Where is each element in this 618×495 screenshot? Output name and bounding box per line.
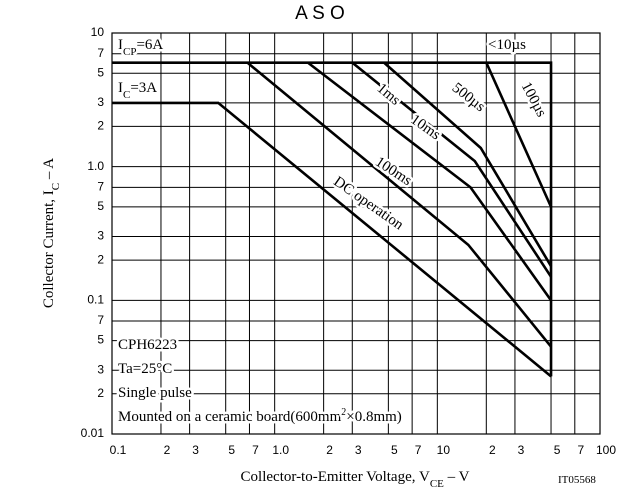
x-tick-label: 5 [554,443,561,457]
annotation: IC=3A [118,80,157,100]
y-axis-label-sub: C [50,183,62,190]
x-tick-label: 3 [192,443,199,457]
y-tick-label: 2 [97,386,104,400]
y-tick-label: 0.1 [87,293,104,307]
x-tick-label: 1.0 [272,443,289,457]
annotation-text: <10µs [488,37,526,53]
y-axis-label-after: – A [41,158,57,183]
series-label: 500µs [449,80,488,115]
annotation: Mounted on a ceramic board(600mm2×0.8mm) [118,407,402,426]
y-tick-label: 2 [97,252,104,266]
x-tick-label: 2 [164,443,171,457]
y-tick-label: 5 [97,333,104,347]
annotation: <10µs [488,37,526,53]
annotation-text: CPH6223 [118,337,177,353]
x-tick-label: 5 [391,443,398,457]
plot-frame [111,32,601,435]
x-tick-label: 2 [326,443,333,457]
annotation-text: I [118,37,123,53]
series-line [383,61,553,267]
y-tick-label: 5 [97,199,104,213]
series-label: 10ms [407,112,443,144]
y-tick-label: 7 [97,313,104,327]
annotation-sub: C [123,89,130,101]
y-axis-label: Collector Current, IC – A [41,158,61,308]
annotation: ICP=6A [118,37,163,57]
x-tick-label: 3 [355,443,362,457]
annotation-sup: 2 [341,407,346,418]
annotation-text: Single pulse [118,385,192,401]
annotation-after: ×0.8mm) [346,409,402,425]
x-tick-label: 7 [577,443,584,457]
x-tick-label: 7 [415,443,422,457]
y-tick-label: 7 [97,180,104,194]
x-axis-label-sub: CE [430,478,444,490]
y-tick-label: 3 [97,95,104,109]
y-tick-label: 10 [91,25,105,39]
annotation: CPH6223 [118,337,177,353]
x-axis-label-text: Collector-to-Emitter Voltage, V [241,469,430,485]
x-tick-label: 7 [252,443,259,457]
y-tick-label: 5 [97,65,104,79]
x-tick-label: 3 [518,443,525,457]
y-tick-label: 0.01 [81,426,105,440]
annotation-text: Ta=25°C [118,361,172,377]
series-line [485,62,553,208]
x-tick-label: 5 [228,443,235,457]
x-tick-label: 0.1 [110,443,127,457]
series-line [307,61,553,302]
series-label: 100µs [518,80,550,120]
y-axis-label-text: Collector Current, I [41,190,57,308]
annotation-sub: CP [123,46,136,58]
series-line [112,101,552,378]
x-tick-label: 10 [437,443,451,457]
x-axis-label: Collector-to-Emitter Voltage, VCE – V [241,469,470,489]
annotation-after: =3A [130,80,157,96]
x-axis-label-after: – V [444,469,470,485]
series-line [246,61,553,348]
y-tick-label: 7 [97,46,104,60]
annotation-text: Mounted on a ceramic board(600mm [118,409,342,425]
annotation-text: IT05568 [558,474,596,486]
y-tick-label: 1.0 [87,159,104,173]
annotation: Single pulse [118,385,192,401]
annotation: Ta=25°C [118,361,172,377]
x-tick-label: 100 [596,443,616,457]
series-line [112,61,553,377]
x-tick-label: 2 [489,443,496,457]
y-tick-label: 3 [97,362,104,376]
series-line [351,61,553,278]
y-tick-label: 2 [97,119,104,133]
annotation-after: =6A [136,37,163,53]
annotation-text: I [118,80,123,96]
annotation: IT05568 [558,474,596,486]
chart-title: A S O [295,3,345,24]
y-tick-label: 3 [97,229,104,243]
